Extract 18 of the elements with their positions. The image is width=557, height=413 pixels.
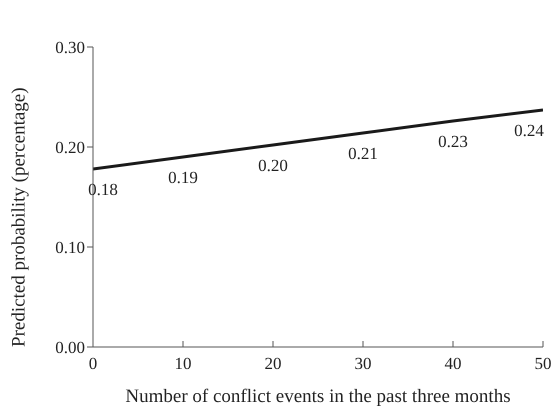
- data-label: 0.20: [258, 156, 288, 175]
- x-tick-label: 40: [444, 354, 462, 374]
- y-tick-label: 0.30: [55, 38, 85, 58]
- line-series: [93, 108, 543, 170]
- y-tick-label: 0.20: [55, 138, 85, 158]
- y-tick-label: 0.10: [55, 238, 85, 258]
- x-tick-label: 0: [88, 354, 98, 374]
- x-tick-label: 20: [264, 354, 282, 374]
- data-label: 0.24: [514, 121, 544, 140]
- data-label: 0.21: [348, 144, 378, 163]
- x-axis-title: Number of conflict events in the past three months: [125, 386, 511, 407]
- data-label: 0.23: [438, 132, 468, 151]
- data-label: 0.19: [168, 168, 198, 187]
- x-tick-label: 50: [534, 354, 552, 374]
- y-tick-label: 0.00: [55, 338, 85, 358]
- x-tick-label: 30: [354, 354, 372, 374]
- y-axis-title: Predicted probability (percentage): [8, 87, 30, 347]
- x-tick-label: 10: [174, 354, 192, 374]
